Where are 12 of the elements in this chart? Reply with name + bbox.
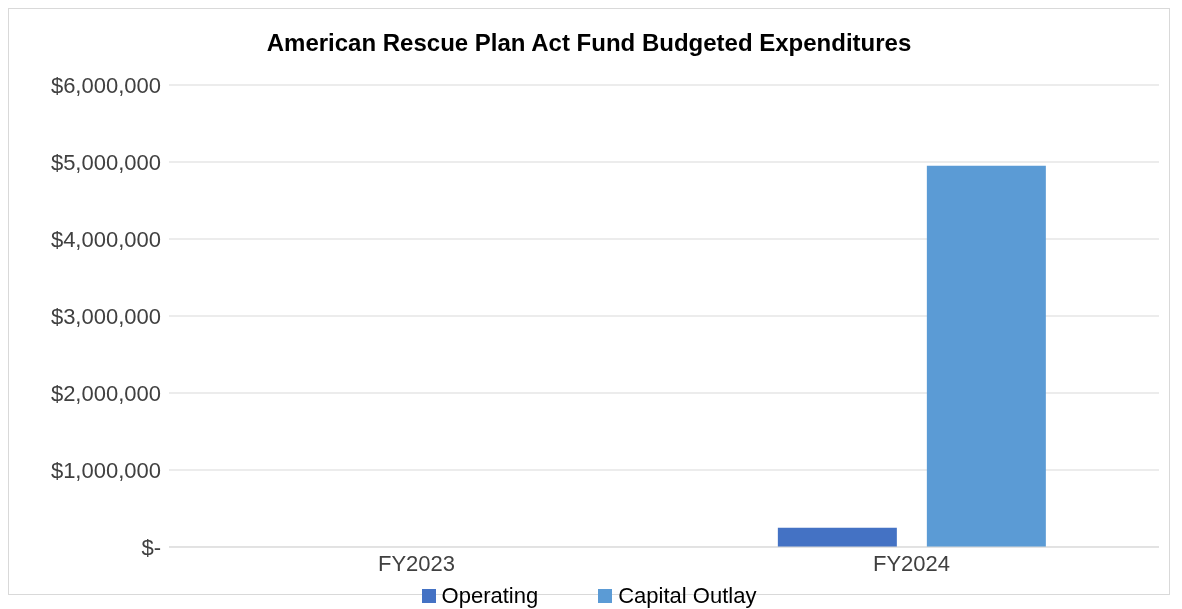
- y-tick-label: $4,000,000: [50, 226, 161, 252]
- y-tick-label: $2,000,000: [50, 380, 161, 406]
- x-tick-label: FY2024: [872, 550, 951, 576]
- legend-label: Capital Outlay: [618, 583, 757, 609]
- y-tick-label: $3,000,000: [50, 303, 161, 329]
- y-tick-label: $6,000,000: [50, 72, 161, 98]
- y-tick-label: $1,000,000: [50, 457, 161, 483]
- y-tick-label: $-: [141, 534, 161, 560]
- y-tick-label: $5,000,000: [50, 149, 161, 175]
- chart-title: American Rescue Plan Act Fund Budgeted Expenditures: [265, 28, 913, 58]
- legend-label: Operating: [441, 583, 539, 609]
- x-tick-label: FY2023: [377, 550, 456, 576]
